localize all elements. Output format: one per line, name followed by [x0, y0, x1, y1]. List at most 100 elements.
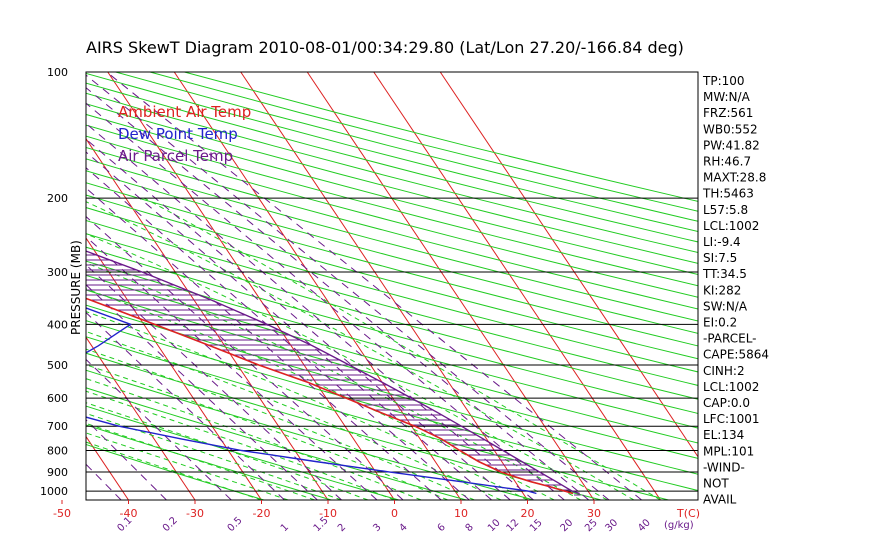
dry-adiabat-line: [86, 260, 698, 429]
pressure-tick-label: 200: [47, 192, 68, 205]
dry-adiabat-line: [86, 92, 698, 254]
legend-entry: Ambient Air Temp: [118, 103, 251, 121]
mixing-ratio-label: 0.5: [226, 515, 245, 534]
pressure-tick-label: 300: [47, 266, 68, 279]
dry-adiabat-line: [86, 182, 698, 347]
x-axis-label: T(C): [676, 507, 700, 520]
index-value: KI:282: [703, 283, 741, 297]
dry-adiabat-line: [86, 113, 698, 275]
cape-hatch-layer: [86, 254, 581, 496]
dry-adiabat-line: [86, 424, 332, 500]
mixing-ratio-label: 1: [279, 522, 291, 534]
index-value: LCL:1002: [703, 380, 759, 394]
dewpoint-temp-line: [86, 307, 537, 495]
index-value: CAPE:5864: [703, 348, 769, 362]
moist-adiabat-line: [86, 201, 635, 500]
bottom-temp-tick-label: -40: [120, 507, 138, 520]
index-value: SW:N/A: [703, 299, 748, 313]
moist-adiabat-line: [86, 390, 395, 500]
mixing-ratio-line: [86, 264, 342, 500]
pressure-tick-label: 900: [47, 466, 68, 479]
y-axis-label: PRESSURE (MB): [69, 240, 83, 335]
isotherm-line: [86, 237, 262, 500]
index-value: SI:7.5: [703, 251, 737, 265]
dry-adiabat-line: [86, 103, 698, 264]
mixing-ratio-label: 10: [486, 517, 503, 534]
dry-adiabat-line: [86, 369, 534, 500]
mixing-ratio-label: 4: [397, 522, 409, 534]
mixing-ratio-line: [86, 151, 492, 500]
moist-adiabat-line: [86, 262, 581, 500]
index-value: AVAIL: [703, 493, 737, 507]
isotherm-line: [373, 72, 661, 500]
dry-adiabat-line: [86, 170, 698, 334]
pressure-tick-label: 100: [47, 66, 68, 79]
bottom-temp-tick-label: -30: [186, 507, 204, 520]
bottom-temp-tick-label: 20: [521, 507, 535, 520]
dry-adiabat-line: [86, 352, 602, 500]
moist-adiabat-line: [86, 330, 502, 500]
moist-adiabat-line: [86, 364, 448, 500]
legend-entry: Dew Point Temp: [118, 125, 238, 143]
isotherm-line: [306, 72, 595, 500]
isotherm-line: [439, 72, 698, 458]
dry-adiabat-line: [86, 135, 698, 298]
bottom-temp-tick-label: -50: [53, 507, 71, 520]
index-panel: TP:100 MW:N/A FRZ:561 WB0:552 PW:41.82 RH:46.…: [702, 74, 769, 507]
mixing-ratio-line: [106, 72, 642, 500]
mixing-ratio-line: [86, 311, 285, 500]
ambient-temp-line: [86, 297, 574, 495]
index-value: -PARCEL-: [703, 332, 757, 346]
dry-adiabat-line: [86, 219, 698, 386]
index-value: FRZ:561: [703, 106, 753, 120]
index-value: CAP:0.0: [703, 396, 750, 410]
mixing-ratio-label: 0.2: [161, 515, 180, 534]
index-value: L57:5.8: [703, 203, 748, 217]
mixing-ratio-line: [86, 358, 232, 500]
bottom-temp-tick-label: -20: [253, 507, 271, 520]
mixing-ratio-label: 20: [559, 517, 576, 534]
mixing-ratio-line: [86, 167, 470, 500]
moist-adiabat-line: [86, 432, 289, 500]
dry-adiabat-line: [86, 405, 399, 500]
mixing-ratio-unit: (g/kg): [664, 520, 694, 531]
index-value: NOT: [703, 477, 729, 491]
parcel-temp-line: [86, 250, 580, 495]
bottom-temp-tick-label: -10: [319, 507, 337, 520]
mixing-ratio-label: 12: [505, 517, 522, 534]
pressure-tick-label: 800: [47, 445, 68, 458]
index-value: -WIND-: [703, 460, 745, 474]
legend-entry: Air Parcel Temp: [118, 147, 233, 165]
moist-adiabat-line: [86, 441, 262, 500]
index-value: LI:-9.4: [703, 235, 741, 249]
pressure-tick-label: 400: [47, 318, 68, 331]
dry-adiabat-line: [86, 289, 698, 459]
isotherm-line: [107, 72, 395, 500]
dry-adiabat-line: [86, 124, 698, 287]
index-value: EI:0.2: [703, 316, 737, 330]
index-value: PW:41.82: [703, 138, 760, 152]
index-value: MW:N/A: [703, 90, 751, 104]
moist-adiabat-line: [86, 233, 608, 500]
index-value: WB0:552: [703, 122, 758, 136]
dry-adiabat-line: [86, 146, 698, 310]
mixing-ratio-line: [86, 284, 318, 500]
dry-adiabat-line: [86, 233, 698, 400]
index-value: LFC:1001: [703, 412, 760, 426]
mixing-ratio-line: [86, 138, 511, 500]
mixing-ratio-label: 3: [371, 522, 383, 534]
index-value: TT:34.5: [702, 267, 747, 281]
plot-frame: [85, 71, 699, 501]
bottom-temp-tick-label: 10: [454, 507, 468, 520]
index-value: MAXT:28.8: [703, 171, 766, 185]
dry-adiabat-line: [86, 336, 669, 500]
moist-adiabat-line: [86, 422, 315, 500]
mixing-ratio-line: [86, 419, 167, 500]
mixing-ratio-line: [86, 74, 610, 500]
dry-adiabat-line: [86, 274, 698, 444]
mixing-ratio-label: 8: [464, 522, 476, 534]
bottom-temp-tick-label: 30: [587, 507, 601, 520]
isotherm-line: [86, 336, 196, 500]
pressure-tick-label: 700: [47, 420, 68, 433]
